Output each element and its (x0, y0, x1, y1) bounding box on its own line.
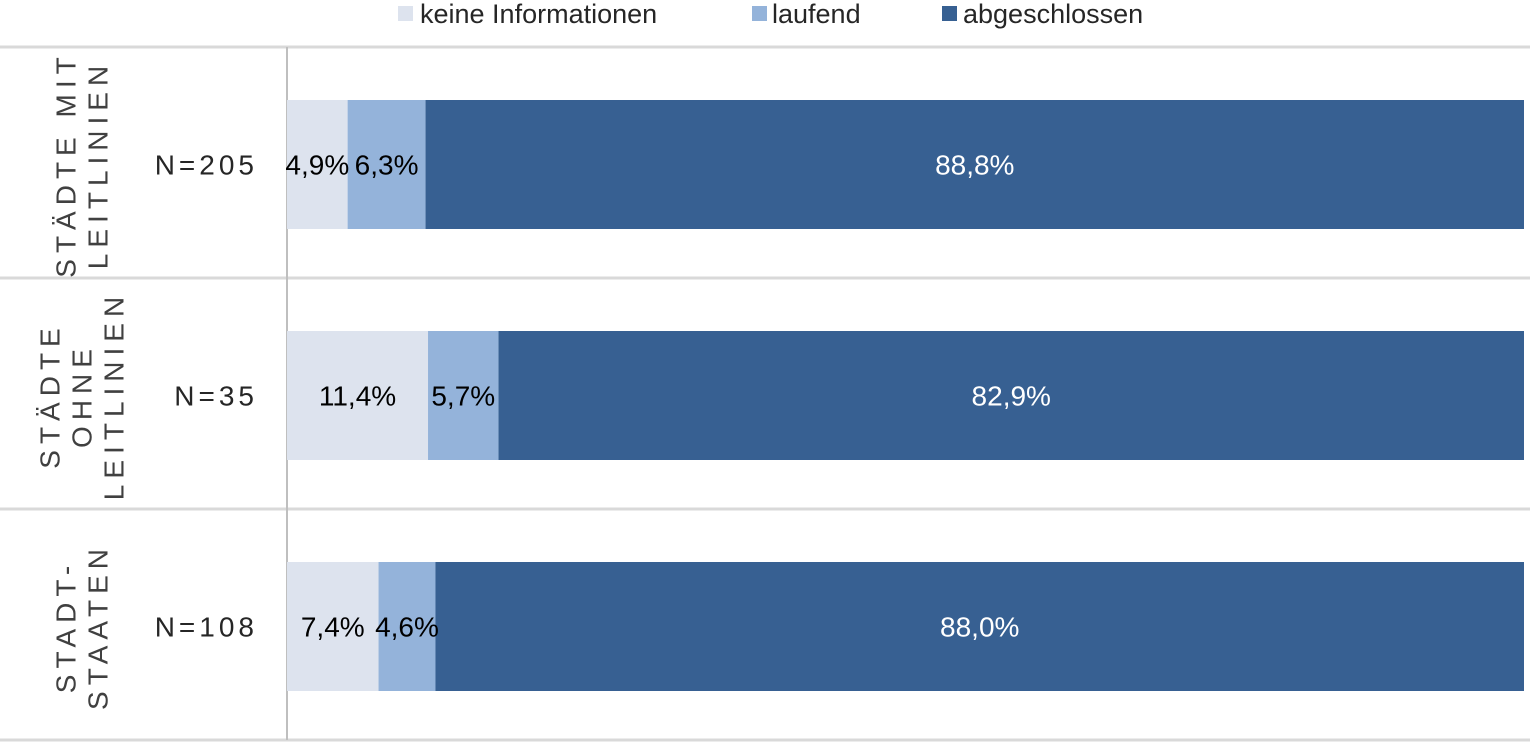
legend-label-keine-informationen: keine Informationen (420, 0, 657, 29)
chart-bars (287, 100, 1525, 691)
group-n-label: N=108 (155, 612, 258, 643)
bar-segment-laufend (347, 100, 426, 229)
group-label-line: LEITLINIEN (99, 291, 130, 500)
legend-swatch-keine-informationen (398, 6, 413, 21)
data-label-keine-informationen: 11,4% (319, 381, 396, 412)
group-label-line: STÄDTE MIT (51, 51, 82, 277)
data-label-abgeschlossen: 88,8% (935, 150, 1014, 181)
data-label-keine-informationen: 4,9% (285, 150, 349, 181)
group-label-line: STÄDTE (35, 322, 66, 468)
bar-segment-laufend (378, 562, 436, 691)
data-label-laufend: 4,6% (375, 612, 439, 643)
bar-segment-laufend (428, 331, 499, 460)
group-label-line: STAATEN (83, 543, 114, 710)
bar-segment-abgeschlossen (435, 562, 1525, 691)
group-label-line: STADT- (51, 560, 82, 693)
bar-segment-abgeschlossen (498, 331, 1525, 460)
bar-segment-abgeschlossen (425, 100, 1525, 229)
group-label-line: LEITLINIEN (83, 60, 114, 269)
data-label-abgeschlossen: 82,9% (972, 381, 1051, 412)
legend-label-laufend: laufend (772, 0, 861, 29)
group-n-label: N=35 (174, 381, 258, 412)
group-n-label: N=205 (155, 150, 258, 181)
chart-legend: keine Informationen laufend abgeschlossen (398, 0, 1143, 29)
data-label-abgeschlossen: 88,0% (940, 612, 1019, 643)
group-label-line: OHNE (67, 343, 98, 448)
data-label-laufend: 5,7% (431, 381, 495, 412)
bar-segment-keine-informationen (287, 100, 348, 229)
data-label-laufend: 6,3% (355, 150, 419, 181)
bar-segment-keine-informationen (287, 562, 379, 691)
bar-segment-keine-informationen (287, 331, 429, 460)
legend-swatch-abgeschlossen (942, 6, 957, 21)
legend-swatch-laufend (752, 6, 767, 21)
data-label-keine-informationen: 7,4% (301, 612, 365, 643)
legend-label-abgeschlossen: abgeschlossen (963, 0, 1143, 29)
